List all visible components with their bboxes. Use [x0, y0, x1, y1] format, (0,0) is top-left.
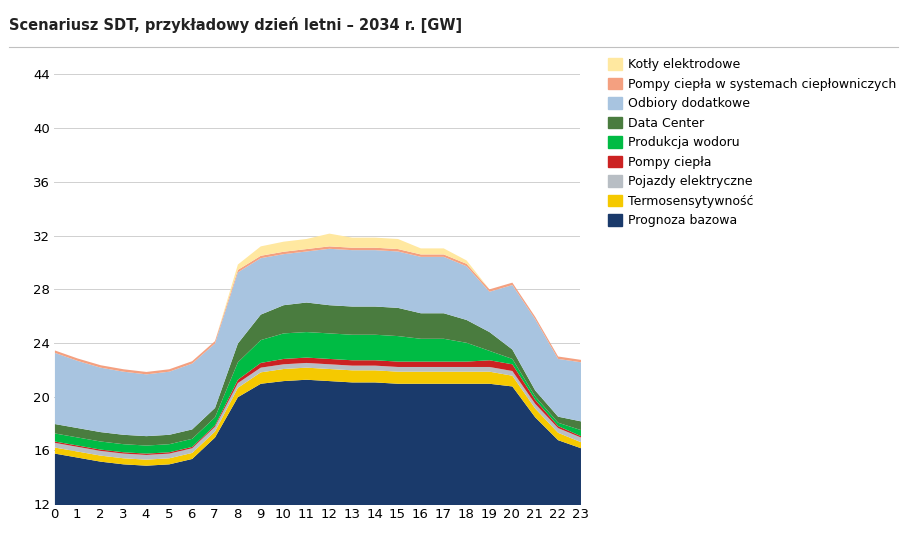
Text: Scenariusz SDT, przykładowy dzień letni – 2034 r. [GW]: Scenariusz SDT, przykładowy dzień letni …: [9, 17, 463, 33]
Legend: Kotły elektrodowe, Pompy ciepła w systemach ciepłowniczych, Odbiory dodatkowe, D: Kotły elektrodowe, Pompy ciepła w system…: [608, 58, 896, 227]
